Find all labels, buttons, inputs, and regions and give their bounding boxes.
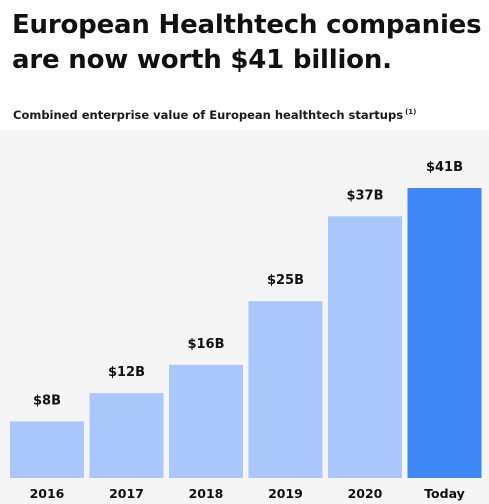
data-label-2019: $25B — [267, 273, 304, 288]
title-line-1: European Healthtech companies — [12, 10, 482, 40]
x-tick-label-today: Today — [424, 486, 465, 501]
bar-today — [407, 188, 482, 478]
page-title: European Healthtech companies are now wo… — [12, 8, 482, 78]
bar-2017 — [89, 393, 164, 478]
data-label-2016: $8B — [33, 393, 61, 408]
x-tick-label-2016: 2016 — [30, 486, 65, 501]
bar-2018 — [169, 364, 243, 478]
x-tick-label-2019: 2019 — [268, 486, 303, 501]
data-label-2020: $37B — [346, 188, 383, 203]
x-tick-label-2018: 2018 — [189, 486, 224, 501]
chart-subtitle: Combined enterprise value of European he… — [13, 108, 416, 122]
x-tick-label-2020: 2020 — [348, 486, 383, 501]
bar-2019 — [248, 301, 323, 478]
footnote-marker: (1) — [405, 108, 417, 116]
subtitle-text: Combined enterprise value of European he… — [13, 108, 404, 122]
data-label-today: $41B — [426, 160, 463, 175]
x-tick-label-2017: 2017 — [109, 486, 144, 501]
title-line-2: are now worth $41 billion. — [12, 45, 392, 75]
bar-2016 — [10, 421, 84, 478]
bar-2020 — [328, 216, 402, 479]
data-label-2017: $12B — [108, 365, 145, 380]
data-label-2018: $16B — [187, 337, 224, 352]
